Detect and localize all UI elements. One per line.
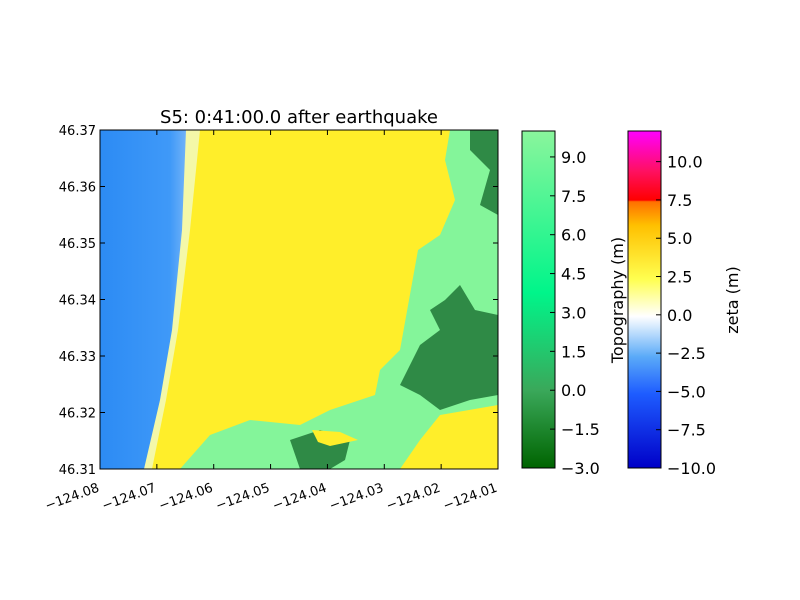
- y-tick-label: 46.36: [59, 181, 96, 196]
- x-tick-label: −124.04: [271, 481, 329, 514]
- topography-colorbar-bar: [521, 130, 556, 469]
- colorbar-tick-label: −5.0: [667, 382, 706, 401]
- x-tick-label: −124.01: [441, 481, 499, 514]
- x-tick-label: −124.07: [100, 481, 158, 514]
- y-tick-label: 46.37: [59, 124, 96, 139]
- colorbar-tick-label: 7.5: [561, 187, 586, 206]
- topography-colorbar-label: Topography (m): [608, 237, 627, 364]
- y-tick-label: 46.35: [59, 237, 96, 252]
- zeta-colorbar: −10.0 −7.5 −5.0 −2.5 0.0 2.5 5.0 7.5 10.0 zeta (…: [627, 130, 742, 478]
- y-tick-label: 46.33: [59, 350, 96, 365]
- colorbar-tick-label: 4.5: [561, 265, 586, 284]
- colorbar-tick-label: 6.0: [561, 226, 586, 245]
- dry-land-low-region: [400, 285, 498, 410]
- dry-land-low-region: [470, 130, 498, 215]
- colorbar-tick-label: 7.5: [667, 191, 692, 210]
- beach-edge: [144, 130, 200, 469]
- colorbar-tick-label: 10.0: [667, 153, 703, 172]
- colorbar-tick-label: 2.5: [667, 268, 692, 287]
- colorbar-tick-label: 0.0: [667, 306, 692, 325]
- colorbar-tick-label: −7.5: [667, 421, 706, 440]
- colorbar-tick-label: −1.5: [561, 420, 600, 439]
- inundation-region: [420, 405, 498, 469]
- colorbar-tick-label: −2.5: [667, 344, 706, 363]
- y-tick-label: 46.31: [59, 463, 96, 478]
- inundation-region: [312, 430, 358, 446]
- x-tick-label: −124.03: [328, 481, 386, 514]
- topography-colorbar: −3.0 −1.5 0.0 1.5 3.0 4.5 6.0 7.5 9.0 Topography…: [521, 130, 627, 478]
- colorbar-tick-label: 3.0: [561, 303, 586, 322]
- zeta-colorbar-label: zeta (m): [723, 266, 742, 333]
- colorbar-tick-label: −10.0: [667, 459, 716, 478]
- heatmap-area: [100, 130, 498, 469]
- y-axis: 46.31 46.32 46.33 46.34 46.35 46.36 46.37: [59, 124, 498, 478]
- colorbar-tick-label: 1.5: [561, 342, 586, 361]
- chart-title: S5: 0:41:00.0 after earthquake: [160, 107, 438, 128]
- colorbar-tick-label: 9.0: [561, 148, 586, 167]
- zeta-colorbar-bar: [627, 130, 662, 469]
- colorbar-tick-label: −3.0: [561, 459, 600, 478]
- y-tick-label: 46.32: [59, 407, 96, 422]
- x-tick-label: −124.02: [384, 481, 442, 514]
- x-tick-label: −124.08: [43, 481, 101, 514]
- colorbar-tick-label: 0.0: [561, 381, 586, 400]
- x-tick-label: −124.05: [214, 481, 272, 514]
- y-tick-label: 46.34: [59, 294, 96, 309]
- colorbar-tick-label: 5.0: [667, 229, 692, 248]
- x-tick-label: −124.06: [157, 481, 215, 514]
